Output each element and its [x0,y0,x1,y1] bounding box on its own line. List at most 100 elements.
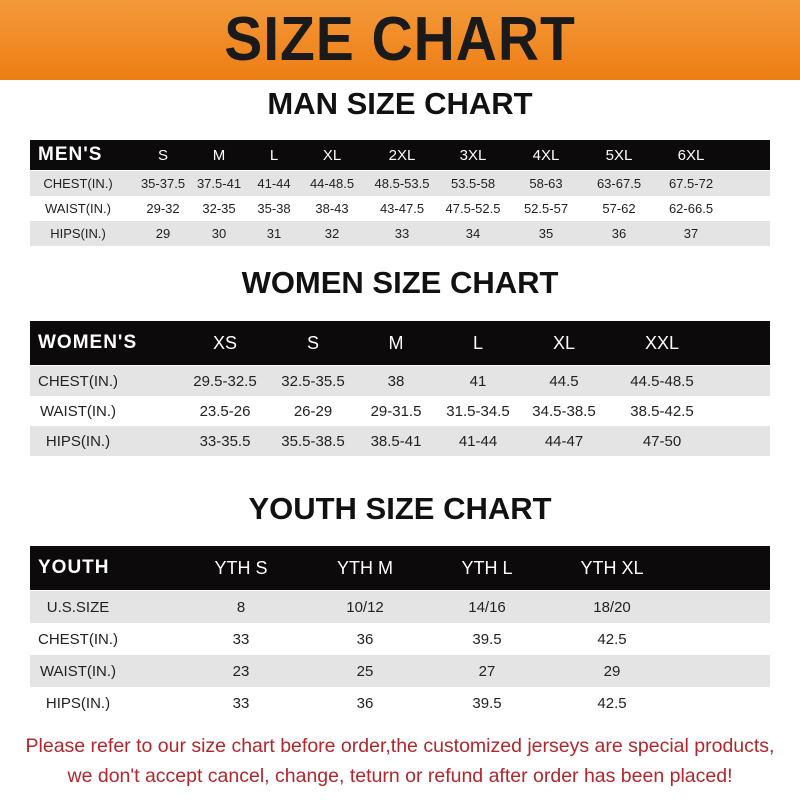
table-cell: 27 [478,662,496,680]
table-row: HIPS(IN.) 33-35.5 35.5-38.5 38.5-41 41-44 44-… [30,426,770,456]
table-cell: 32.5-35.5 [281,372,345,390]
table-row: CHEST(IN.) 29.5-32.5 32.5-35.5 38 41 44.5 44.5… [30,366,770,396]
table-cell: 29 [155,226,171,241]
size-column-header: M [212,146,226,164]
table-row: CHEST(IN.) 33 36 39.5 42.5 [30,623,770,655]
table-cell: 67.5-72 [668,176,714,191]
table-cell: 32 [324,226,340,241]
table-cell: 29-32 [146,201,180,216]
table-cell: 39.5 [472,694,502,712]
table-cell: 44.5 [549,372,579,390]
size-column-header: L [472,332,484,353]
table-cell: 23 [232,662,250,680]
table-row: WAIST(IN.) 23.5-26 26-29 29-31.5 31.5-34.5 34… [30,396,770,426]
table-cell: 31.5-34.5 [446,402,510,420]
table-cell: 42.5 [597,694,627,712]
table-row: HIPS(IN.) 29 30 31 32 33 34 35 36 37 [30,221,770,246]
table-cell: 35.5-38.5 [281,432,345,450]
table-cell: 29.5-32.5 [193,372,257,390]
table-cell: 33 [232,630,250,648]
table-cell: 25 [356,662,374,680]
table-cell: 38.5-42.5 [630,402,694,420]
size-column-header: YTH L [461,557,513,578]
table-cell: 36 [356,630,374,648]
men-title: MAN SIZE CHART [267,86,533,121]
table-cell: 41-44 [458,432,498,450]
row-label: HIPS(IN.) [45,694,111,712]
table-cell: 34 [465,226,481,241]
table-cell: 36 [611,226,627,241]
size-column-header: 5XL [605,146,633,164]
men-header-label: MEN'S [38,144,103,165]
table-cell: 38-43 [315,201,349,216]
size-column-header: 3XL [459,146,487,164]
notice-line-1: Please refer to our size chart before or… [25,735,775,757]
table-cell: 47-50 [642,432,682,450]
table-cell: 62-66.5 [668,201,714,216]
table-cell: 8 [236,598,246,616]
table-cell: 34.5-38.5 [532,402,596,420]
size-column-header: M [388,332,404,353]
banner: SIZE CHART [0,0,800,80]
row-label: CHEST(IN.) [38,372,118,390]
table-cell: 14/16 [468,598,506,616]
row-label: HIPS(IN.) [50,226,106,241]
table-cell: 31 [266,226,282,241]
table-row: WAIST(IN.) 23 25 27 29 [30,655,770,687]
table-cell: 38 [387,372,405,390]
table-cell: 23.5-26 [199,402,251,420]
table-cell: 29 [603,662,621,680]
table-cell: 52.5-57 [523,201,569,216]
table-cell: 41-44 [257,176,291,191]
row-label: WAIST(IN.) [39,402,117,420]
table-cell: 33 [394,226,410,241]
size-column-header: XL [552,332,576,353]
row-label: WAIST(IN.) [39,662,117,680]
size-column-header: XL [322,146,342,164]
table-cell: 35-37.5 [140,176,186,191]
size-column-header: XXL [644,332,680,353]
size-column-header: L [269,146,279,164]
table-cell: 26-29 [293,402,333,420]
row-label: WAIST(IN.) [45,201,111,216]
size-column-header: XS [212,332,238,353]
men-header-row: MEN'S S M L XL 2XL 3XL 4XL 5XL 6XL [30,140,770,170]
size-column-header: 6XL [677,146,705,164]
table-cell: 30 [211,226,227,241]
table-cell: 33 [232,694,250,712]
table-row: WAIST(IN.) 29-32 32-35 35-38 38-43 43-47.5 47.… [30,196,770,221]
row-label: HIPS(IN.) [45,432,111,450]
table-cell: 35-38 [257,201,291,216]
youth-header-row: YOUTH YTH S YTH M YTH L YTH XL [30,546,770,590]
table-cell: 42.5 [597,630,627,648]
notice-line-2: we don't accept cancel, change, teturn o… [67,765,733,787]
table-cell: 29-31.5 [370,402,422,420]
table-cell: 18/20 [593,598,631,616]
table-cell: 48.5-53.5 [374,176,430,191]
table-row: U.S.SIZE 8 10/12 14/16 18/20 [30,591,770,623]
table-cell: 44-47 [544,432,584,450]
size-column-header: YTH XL [580,557,644,578]
table-cell: 33-35.5 [199,432,251,450]
table-cell: 35 [538,226,554,241]
table-cell: 37.5-41 [196,176,242,191]
row-label: U.S.SIZE [46,598,110,616]
table-cell: 39.5 [472,630,502,648]
youth-header-label: YOUTH [38,557,110,578]
table-cell: 58-63 [529,176,563,191]
size-column-header: S [157,146,169,164]
table-row: CHEST(IN.) 35-37.5 37.5-41 41-44 44-48.5 48.5… [30,171,770,196]
table-cell: 44.5-48.5 [630,372,694,390]
youth-title: YOUTH SIZE CHART [248,491,552,526]
size-column-header: 4XL [532,146,560,164]
size-column-header: YTH M [337,557,393,578]
table-cell: 10/12 [346,598,384,616]
row-label: CHEST(IN.) [38,630,118,648]
table-cell: 38.5-41 [370,432,422,450]
table-cell: 53.5-58 [450,176,496,191]
size-column-header: 2XL [388,146,416,164]
table-cell: 41 [469,372,487,390]
table-cell: 44-48.5 [309,176,355,191]
table-cell: 32-35 [202,201,236,216]
banner-title: SIZE CHART [224,5,576,74]
